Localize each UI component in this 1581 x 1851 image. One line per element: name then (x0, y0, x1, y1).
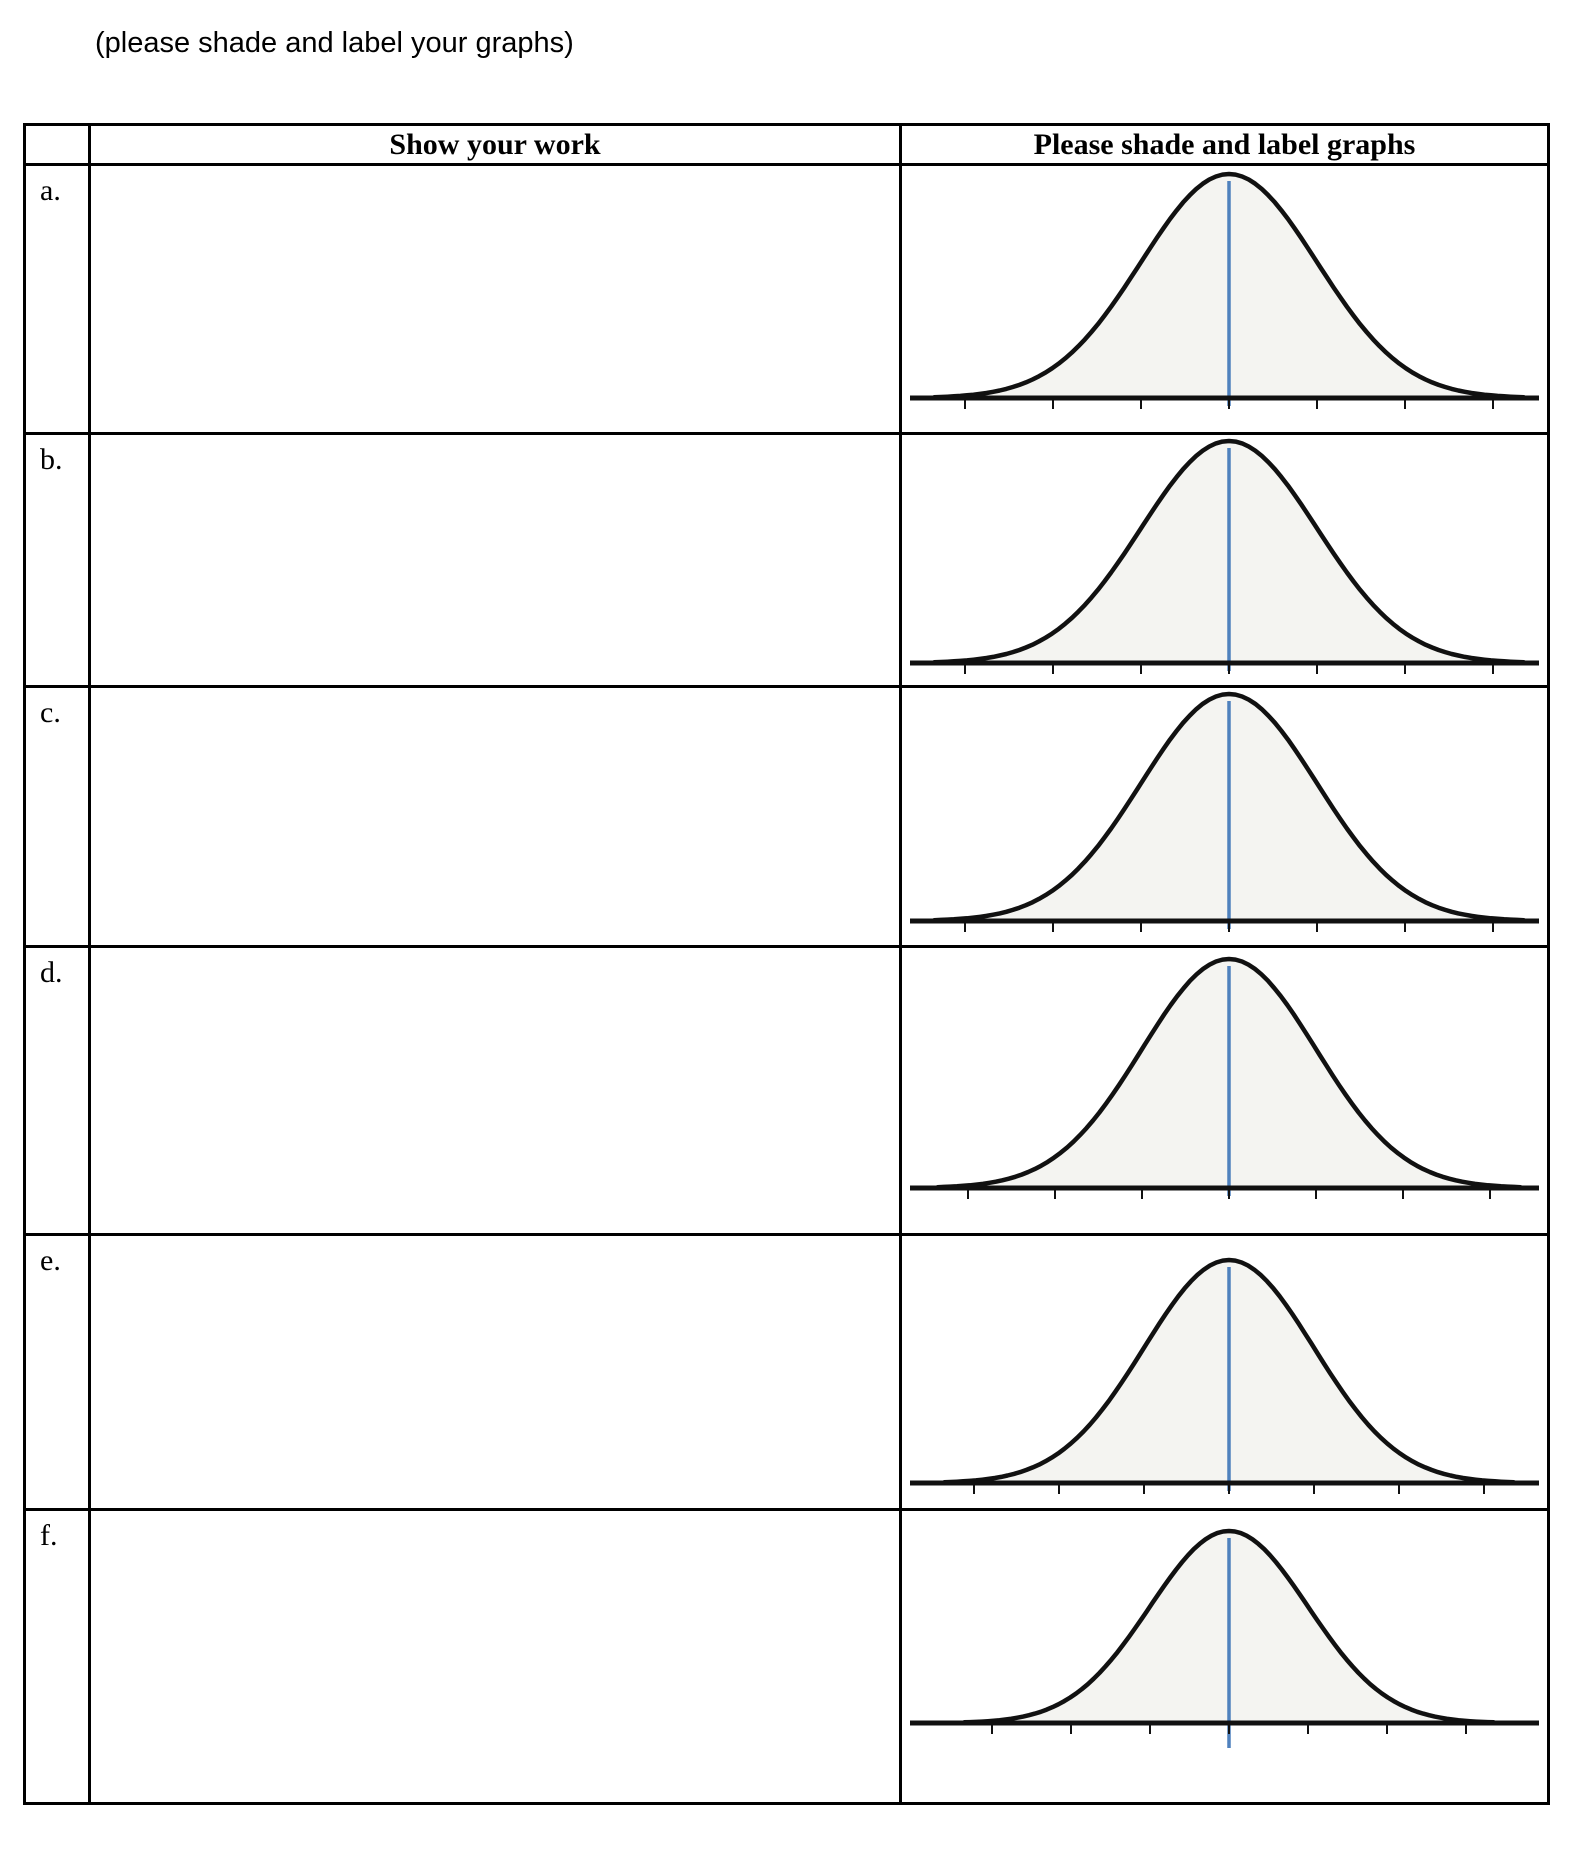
work-cell (91, 435, 902, 688)
row-label: a. (26, 166, 91, 435)
normal-curve-graph (910, 1528, 1539, 1748)
normal-curve-graph (910, 438, 1539, 674)
graph-cell (902, 166, 1547, 435)
normal-curve-graph (910, 956, 1539, 1199)
row-label: c. (26, 688, 91, 948)
intro-note: (please shade and label your graphs) (95, 27, 574, 59)
normal-curve-graph (910, 691, 1539, 932)
normal-curve-graph (910, 171, 1539, 409)
column-header-show-your-work: Show your work (91, 126, 902, 166)
work-cell (91, 1511, 902, 1802)
bell-curve (931, 691, 1527, 923)
worksheet-table: Show your work Please shade and label gr… (23, 123, 1550, 1805)
header-corner-cell (26, 126, 91, 166)
bell-curve (931, 438, 1527, 665)
graph-cell (902, 435, 1547, 688)
work-cell (91, 688, 902, 948)
graph-cell (902, 688, 1547, 948)
column-header-shade-label-graphs: Please shade and label graphs (902, 126, 1547, 166)
row-label: e. (26, 1236, 91, 1511)
row-label: d. (26, 948, 91, 1236)
graph-cell (902, 1511, 1547, 1802)
graph-cell (902, 948, 1547, 1236)
graph-cell (902, 1236, 1547, 1511)
row-label: b. (26, 435, 91, 688)
row-label: f. (26, 1511, 91, 1802)
work-cell (91, 948, 902, 1236)
bell-curve (942, 1257, 1517, 1485)
bell-curve (931, 171, 1527, 400)
bell-curve (935, 956, 1523, 1190)
work-cell (91, 166, 902, 435)
normal-curve-graph (910, 1257, 1539, 1494)
bell-curve (962, 1528, 1496, 1725)
work-cell (91, 1236, 902, 1511)
